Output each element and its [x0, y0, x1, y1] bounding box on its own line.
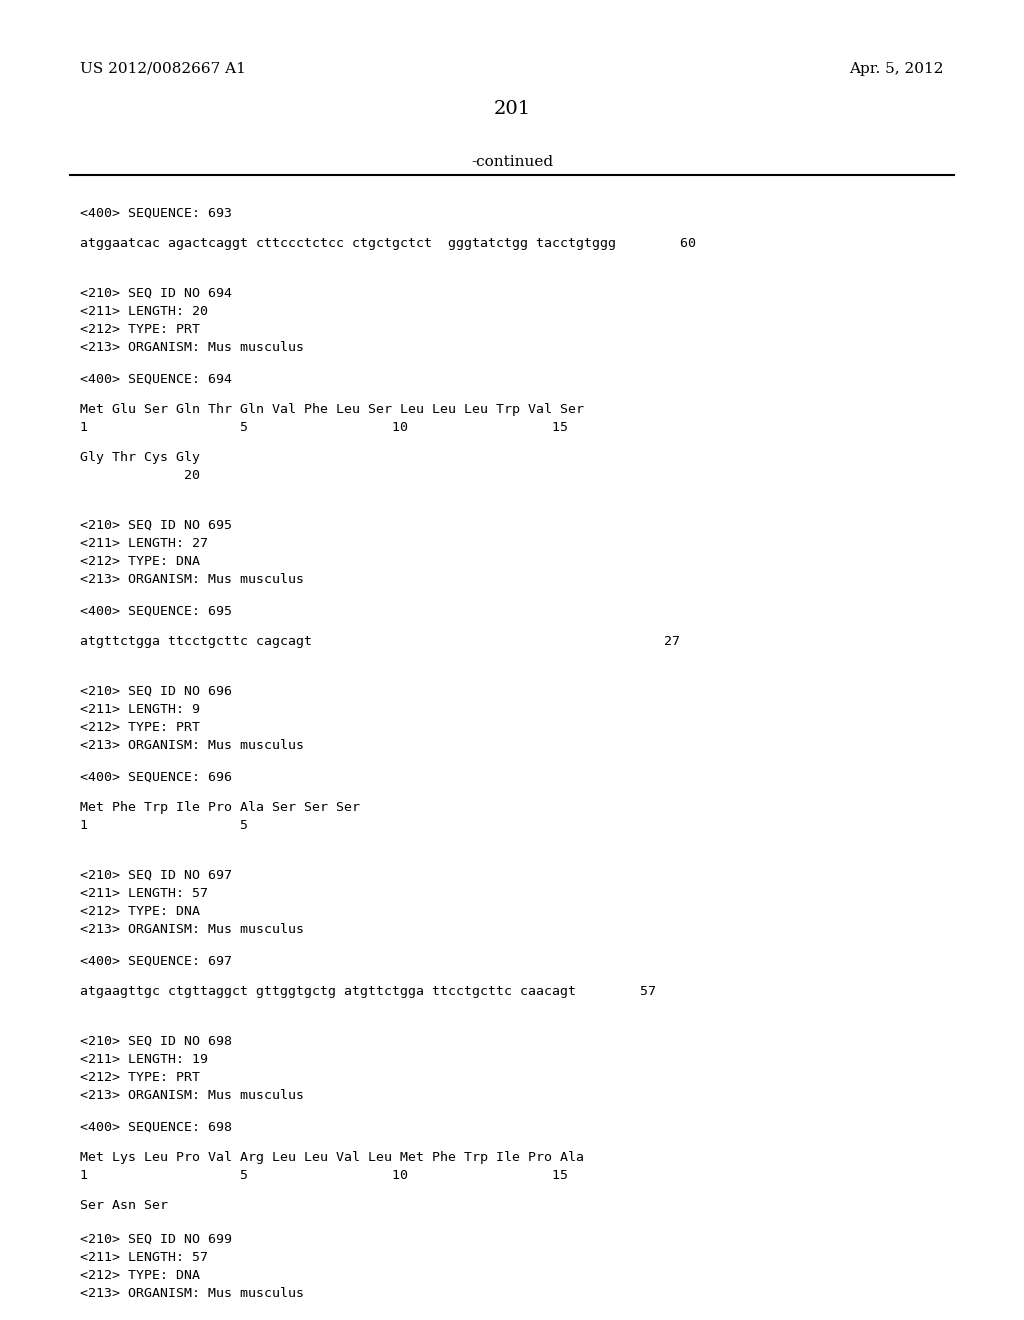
Text: US 2012/0082667 A1: US 2012/0082667 A1 — [80, 62, 246, 77]
Text: <210> SEQ ID NO 695: <210> SEQ ID NO 695 — [80, 519, 232, 532]
Text: <211> LENGTH: 20: <211> LENGTH: 20 — [80, 305, 208, 318]
Text: Gly Thr Cys Gly: Gly Thr Cys Gly — [80, 451, 200, 465]
Text: <212> TYPE: DNA: <212> TYPE: DNA — [80, 906, 200, 917]
Text: 1                   5: 1 5 — [80, 818, 248, 832]
Text: atgaagttgc ctgttaggct gttggtgctg atgttctgga ttcctgcttc caacagt        57: atgaagttgc ctgttaggct gttggtgctg atgttct… — [80, 985, 656, 998]
Text: -continued: -continued — [471, 154, 553, 169]
Text: <400> SEQUENCE: 697: <400> SEQUENCE: 697 — [80, 954, 232, 968]
Text: 20: 20 — [80, 469, 200, 482]
Text: Ser Asn Ser: Ser Asn Ser — [80, 1199, 168, 1212]
Text: <212> TYPE: DNA: <212> TYPE: DNA — [80, 1269, 200, 1282]
Text: <400> SEQUENCE: 694: <400> SEQUENCE: 694 — [80, 374, 232, 385]
Text: 1                   5                  10                  15: 1 5 10 15 — [80, 421, 568, 434]
Text: <212> TYPE: PRT: <212> TYPE: PRT — [80, 721, 200, 734]
Text: <212> TYPE: DNA: <212> TYPE: DNA — [80, 554, 200, 568]
Text: Met Phe Trp Ile Pro Ala Ser Ser Ser: Met Phe Trp Ile Pro Ala Ser Ser Ser — [80, 801, 360, 814]
Text: <213> ORGANISM: Mus musculus: <213> ORGANISM: Mus musculus — [80, 1287, 304, 1300]
Text: <213> ORGANISM: Mus musculus: <213> ORGANISM: Mus musculus — [80, 923, 304, 936]
Text: <210> SEQ ID NO 698: <210> SEQ ID NO 698 — [80, 1035, 232, 1048]
Text: <400> SEQUENCE: 698: <400> SEQUENCE: 698 — [80, 1121, 232, 1134]
Text: <211> LENGTH: 57: <211> LENGTH: 57 — [80, 887, 208, 900]
Text: 1                   5                  10                  15: 1 5 10 15 — [80, 1170, 568, 1181]
Text: <400> SEQUENCE: 695: <400> SEQUENCE: 695 — [80, 605, 232, 618]
Text: <211> LENGTH: 57: <211> LENGTH: 57 — [80, 1251, 208, 1265]
Text: <213> ORGANISM: Mus musculus: <213> ORGANISM: Mus musculus — [80, 1089, 304, 1102]
Text: <213> ORGANISM: Mus musculus: <213> ORGANISM: Mus musculus — [80, 739, 304, 752]
Text: atggaatcac agactcaggt cttccctctcc ctgctgctct  gggtatctgg tacctgtggg        60: atggaatcac agactcaggt cttccctctcc ctgctg… — [80, 238, 696, 249]
Text: Apr. 5, 2012: Apr. 5, 2012 — [850, 62, 944, 77]
Text: <210> SEQ ID NO 699: <210> SEQ ID NO 699 — [80, 1233, 232, 1246]
Text: <211> LENGTH: 27: <211> LENGTH: 27 — [80, 537, 208, 550]
Text: <211> LENGTH: 19: <211> LENGTH: 19 — [80, 1053, 208, 1067]
Text: <212> TYPE: PRT: <212> TYPE: PRT — [80, 323, 200, 337]
Text: <211> LENGTH: 9: <211> LENGTH: 9 — [80, 704, 200, 715]
Text: <210> SEQ ID NO 696: <210> SEQ ID NO 696 — [80, 685, 232, 698]
Text: <210> SEQ ID NO 694: <210> SEQ ID NO 694 — [80, 286, 232, 300]
Text: <213> ORGANISM: Mus musculus: <213> ORGANISM: Mus musculus — [80, 573, 304, 586]
Text: 201: 201 — [494, 100, 530, 117]
Text: <212> TYPE: PRT: <212> TYPE: PRT — [80, 1071, 200, 1084]
Text: atgttctgga ttcctgcttc cagcagt                                            27: atgttctgga ttcctgcttc cagcagt 27 — [80, 635, 680, 648]
Text: Met Glu Ser Gln Thr Gln Val Phe Leu Ser Leu Leu Leu Trp Val Ser: Met Glu Ser Gln Thr Gln Val Phe Leu Ser … — [80, 403, 584, 416]
Text: <210> SEQ ID NO 697: <210> SEQ ID NO 697 — [80, 869, 232, 882]
Text: <400> SEQUENCE: 696: <400> SEQUENCE: 696 — [80, 771, 232, 784]
Text: <400> SEQUENCE: 693: <400> SEQUENCE: 693 — [80, 207, 232, 220]
Text: <213> ORGANISM: Mus musculus: <213> ORGANISM: Mus musculus — [80, 341, 304, 354]
Text: Met Lys Leu Pro Val Arg Leu Leu Val Leu Met Phe Trp Ile Pro Ala: Met Lys Leu Pro Val Arg Leu Leu Val Leu … — [80, 1151, 584, 1164]
